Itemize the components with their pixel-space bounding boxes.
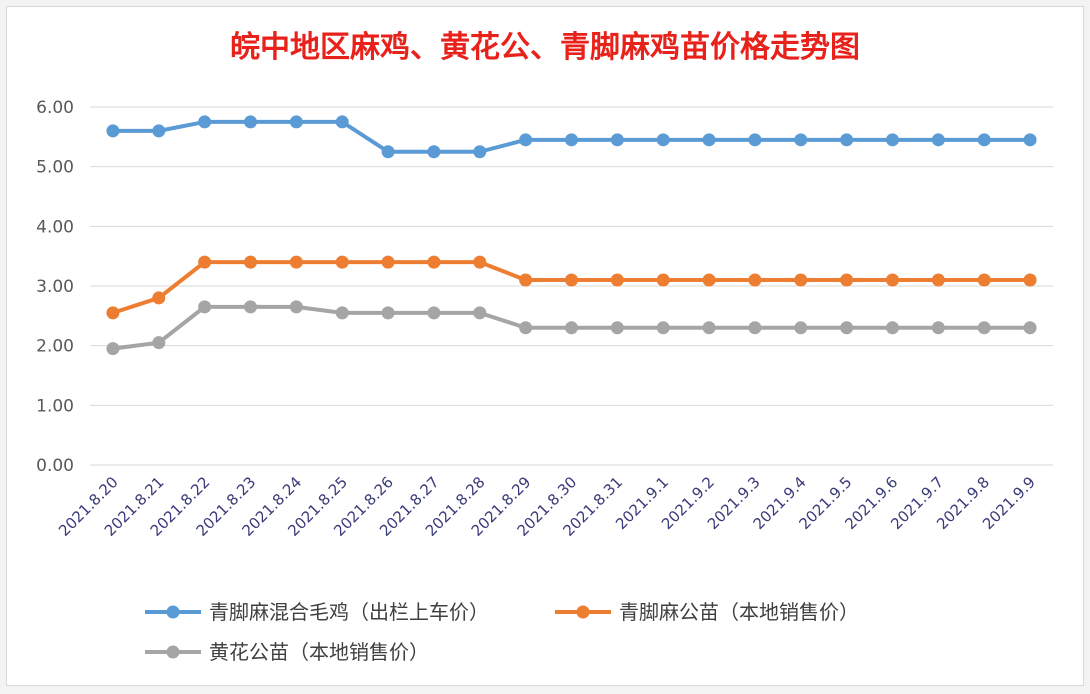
data-point [794, 273, 808, 287]
y-tick-label: 0.00 [36, 456, 74, 476]
y-tick-label: 5.00 [36, 158, 74, 178]
data-point [427, 306, 441, 320]
data-point [977, 133, 991, 147]
data-point [427, 255, 441, 269]
data-point [335, 306, 349, 320]
y-tick-label: 4.00 [36, 217, 74, 237]
data-point [381, 255, 395, 269]
data-point [977, 273, 991, 287]
legend-marker [576, 605, 590, 619]
chart-title: 皖中地区麻鸡、黄花公、青脚麻鸡苗价格走势图 [230, 30, 860, 65]
data-point [656, 321, 670, 335]
data-point [931, 273, 945, 287]
data-point [886, 133, 899, 147]
data-point [565, 321, 578, 335]
data-point [610, 273, 624, 287]
y-tick-label: 6.00 [36, 98, 74, 118]
legend-marker [166, 645, 180, 659]
data-point [152, 291, 166, 305]
data-point [427, 145, 441, 159]
data-point [519, 273, 533, 287]
data-point [748, 273, 762, 287]
data-point [244, 255, 257, 269]
series-2 [106, 255, 1037, 320]
data-point [840, 273, 854, 287]
data-point [610, 321, 624, 335]
data-point [656, 273, 670, 287]
data-point [565, 273, 578, 287]
data-point [244, 300, 257, 314]
data-point [106, 124, 120, 138]
data-point [1023, 273, 1037, 287]
data-point [748, 133, 762, 147]
data-point [473, 255, 487, 269]
data-point [244, 115, 257, 129]
data-point [702, 273, 716, 287]
data-point [794, 321, 808, 335]
y-tick-label: 2.00 [36, 337, 74, 357]
data-point [381, 306, 395, 320]
data-point [702, 133, 716, 147]
data-point [1023, 133, 1037, 147]
data-point [152, 336, 166, 350]
legend: 青脚麻混合毛鸡（出栏上车价） 青脚麻公苗（本地销售价） 黄花公苗（本地销售价） [145, 600, 859, 664]
data-point [335, 115, 349, 129]
data-point [840, 133, 854, 147]
series-3 [106, 300, 1037, 356]
data-point [106, 306, 120, 320]
y-tick-label: 3.00 [36, 277, 74, 297]
data-point [931, 133, 945, 147]
data-point [381, 145, 395, 159]
data-point [289, 255, 303, 269]
data-point [931, 321, 945, 335]
legend-marker [166, 605, 180, 619]
data-point [198, 115, 212, 129]
data-point [152, 124, 166, 138]
data-point [289, 300, 303, 314]
data-point [886, 321, 899, 335]
data-point [198, 300, 212, 314]
y-axis-ticks: 0.00 1.00 2.00 3.00 4.00 5.00 6.00 [36, 98, 74, 476]
series-1 [106, 115, 1037, 159]
series-layer [106, 115, 1037, 356]
legend-label: 青脚麻公苗（本地销售价） [619, 600, 859, 624]
data-point [886, 273, 899, 287]
data-point [840, 321, 854, 335]
data-point [565, 133, 578, 147]
data-point [473, 306, 487, 320]
data-point [106, 342, 120, 356]
data-point [519, 321, 533, 335]
data-point [610, 133, 624, 147]
data-point [519, 133, 533, 147]
legend-label: 黄花公苗（本地销售价） [209, 640, 429, 664]
legend-label: 青脚麻混合毛鸡（出栏上车价） [209, 600, 489, 624]
x-axis-ticks: 2021.8.202021.8.212021.8.222021.8.232021… [55, 473, 1039, 540]
data-point [1023, 321, 1037, 335]
grid-lines [90, 106, 1053, 466]
data-point [977, 321, 991, 335]
data-point [702, 321, 716, 335]
data-point [473, 145, 487, 159]
data-point [748, 321, 762, 335]
data-point [794, 133, 808, 147]
legend-item: 青脚麻混合毛鸡（出栏上车价） [145, 600, 489, 624]
data-point [289, 115, 303, 129]
y-tick-label: 1.00 [36, 396, 74, 416]
legend-item: 黄花公苗（本地销售价） [145, 640, 429, 664]
legend-item: 青脚麻公苗（本地销售价） [555, 600, 859, 624]
data-point [335, 255, 349, 269]
data-point [656, 133, 670, 147]
data-point [198, 255, 212, 269]
